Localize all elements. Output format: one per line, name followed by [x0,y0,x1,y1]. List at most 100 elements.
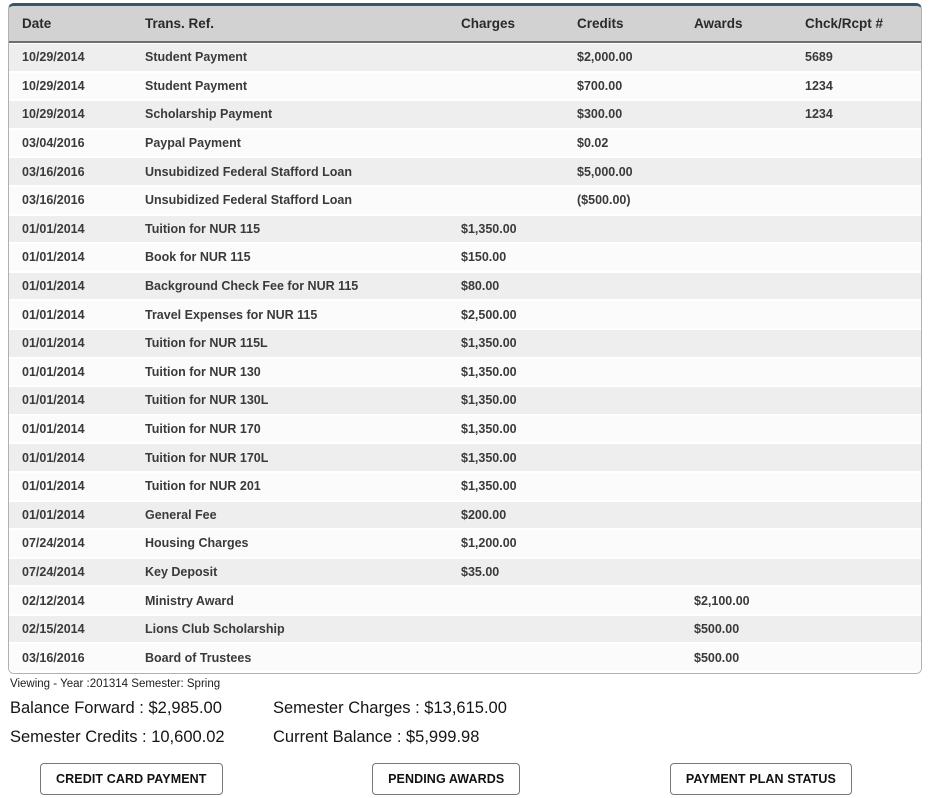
cell-charges: $150.00 [461,250,507,265]
cell-trans-ref: Unsubidized Federal Stafford Loan [145,164,352,179]
header-chck-rcpt: Chck/Rcpt # [805,16,884,31]
cell-credits: $5,000.00 [577,164,633,179]
cell-credits: $0.02 [577,136,609,151]
cell-chck-rcpt: 5689 [805,50,833,65]
cell-trans-ref: General Fee [145,507,217,522]
cell-date: 01/01/2014 [22,393,85,408]
cell-credits: $2,000.00 [577,50,633,65]
cell-date: 01/01/2014 [22,364,85,379]
cell-trans-ref: Tuition for NUR 130L [145,393,269,408]
cell-date: 07/24/2014 [22,564,85,579]
cell-date: 07/24/2014 [22,536,85,551]
cell-date: 01/01/2014 [22,221,85,236]
viewing-status-line: Viewing - Year :201314 Semester: Spring [10,678,221,691]
table-row: 07/24/2014 Key Deposit $35.00 [9,558,921,588]
header-awards: Awards [694,16,743,31]
cell-date: 02/12/2014 [22,593,85,608]
table-row: 02/12/2014 Ministry Award $2,100.00 [9,587,921,616]
table-row: 01/01/2014 Tuition for NUR 170 $1,350.00 [9,415,921,445]
cell-trans-ref: Unsubidized Federal Stafford Loan [145,193,352,208]
header-credits: Credits [577,16,624,31]
cell-date: 01/01/2014 [22,250,85,265]
cell-charges: $1,350.00 [461,393,517,408]
cell-date: 03/16/2016 [22,650,85,665]
cell-charges: $35.00 [461,564,500,579]
cell-trans-ref: Book for NUR 115 [145,250,251,265]
cell-charges: $2,500.00 [461,307,517,322]
cell-trans-ref: Student Payment [145,78,248,93]
table-header-row: Date Trans. Ref. Charges Credits Awards … [9,6,921,43]
transactions-table: Date Trans. Ref. Charges Credits Awards … [8,3,922,675]
table-row: 01/01/2014 Background Check Fee for NUR 1… [9,272,921,302]
cell-date: 03/16/2016 [22,193,85,208]
cell-credits: ($500.00) [577,193,631,208]
cell-chck-rcpt: 1234 [805,78,833,93]
cell-date: 10/29/2014 [22,78,85,93]
cell-trans-ref: Key Deposit [145,564,218,579]
table-row: 01/01/2014 Tuition for NUR 115L $1,350.00 [9,329,921,359]
table-row: 01/01/2014 Tuition for NUR 130L $1,350.00 [9,387,921,416]
cell-trans-ref: Tuition for NUR 170L [145,450,269,465]
table-row: 01/01/2014 General Fee $200.00 [9,501,921,531]
table-row: 10/29/2014 Student Payment $2,000.00 5689 [9,44,921,73]
cell-trans-ref: Tuition for NUR 170 [145,422,261,437]
cell-date: 01/01/2014 [22,450,85,465]
pending-awards-button[interactable]: PENDING AWARDS [372,763,521,796]
cell-awards: $500.00 [694,650,740,665]
cell-charges: $1,350.00 [461,221,517,236]
cell-awards: $2,100.00 [694,593,750,608]
cell-date: 10/29/2014 [22,50,85,65]
cell-date: 03/16/2016 [22,164,85,179]
cell-date: 01/01/2014 [22,279,85,294]
table-row: 10/29/2014 Scholarship Payment $300.00 1234 [9,101,921,130]
cell-awards: $500.00 [694,622,740,637]
account-summary: Balance Forward : $2,985.00 Semester Cha… [10,699,630,747]
table-row: 10/29/2014 Student Payment $700.00 1234 [9,72,921,102]
cell-trans-ref: Tuition for NUR 115L [145,336,268,351]
cell-charges: $1,350.00 [461,364,517,379]
semester-charges-text: Semester Charges : $13,615.00 [273,699,507,718]
cell-trans-ref: Board of Trustees [145,650,252,665]
table-row: 03/16/2016 Unsubidized Federal Stafford L… [9,186,921,216]
cell-charges: $1,350.00 [461,336,517,351]
cell-chck-rcpt: 1234 [805,107,833,122]
cell-date: 01/01/2014 [22,479,85,494]
cell-trans-ref: Tuition for NUR 130 [145,364,261,379]
header-charges: Charges [461,16,516,31]
table-row: 03/16/2016 Unsubidized Federal Stafford L… [9,158,921,187]
cell-trans-ref: Tuition for NUR 115 [145,221,261,236]
cell-charges: $1,350.00 [461,450,517,465]
cell-credits: $700.00 [577,78,623,93]
table-row: 01/01/2014 Tuition for NUR 115 $1,350.00 [9,215,921,245]
cell-trans-ref: Tuition for NUR 201 [145,479,261,494]
cell-trans-ref: Housing Charges [145,536,249,551]
cell-date: 02/15/2014 [22,622,85,637]
cell-trans-ref: Background Check Fee for NUR 115 [145,279,359,294]
payment-plan-status-button[interactable]: PAYMENT PLAN STATUS [669,763,852,796]
table-row: 01/01/2014 Tuition for NUR 130 $1,350.00 [9,358,921,388]
cell-trans-ref: Student Payment [145,50,248,65]
cell-date: 01/01/2014 [22,307,85,322]
cell-date: 01/01/2014 [22,507,85,522]
cell-trans-ref: Travel Expenses for NUR 115 [145,307,318,322]
table-row: 01/01/2014 Book for NUR 115 $150.00 [9,244,921,273]
cell-trans-ref: Lions Club Scholarship [145,622,285,637]
cell-charges: $1,350.00 [461,479,517,494]
cell-charges: $200.00 [461,507,507,522]
cell-date: 10/29/2014 [22,107,85,122]
cell-date: 03/04/2016 [22,136,85,151]
current-balance-text: Current Balance : $5,999.98 [273,728,480,747]
cell-charges: $1,350.00 [461,422,517,437]
table-row: 01/01/2014 Travel Expenses for NUR 115 $2,… [9,301,921,330]
cell-date: 01/01/2014 [22,422,85,437]
transactions-table-body: 10/29/2014 Student Payment $2,000.00 5689 10… [9,43,921,674]
table-row: 03/16/2016 Board of Trustees $500.00 [9,644,921,674]
cell-date: 01/01/2014 [22,336,85,351]
credit-card-payment-button[interactable]: CREDIT CARD PAYMENT [40,763,223,796]
header-trans-ref: Trans. Ref. [145,16,215,31]
table-row: 01/01/2014 Tuition for NUR 201 $1,350.00 [9,472,921,502]
action-button-row: CREDIT CARD PAYMENT PENDING AWARDS PAYME… [40,763,852,796]
table-row: 01/01/2014 Tuition for NUR 170L $1,350.00 [9,444,921,473]
semester-credits-text: Semester Credits : 10,600.02 [10,728,225,747]
cell-trans-ref: Scholarship Payment [145,107,273,122]
